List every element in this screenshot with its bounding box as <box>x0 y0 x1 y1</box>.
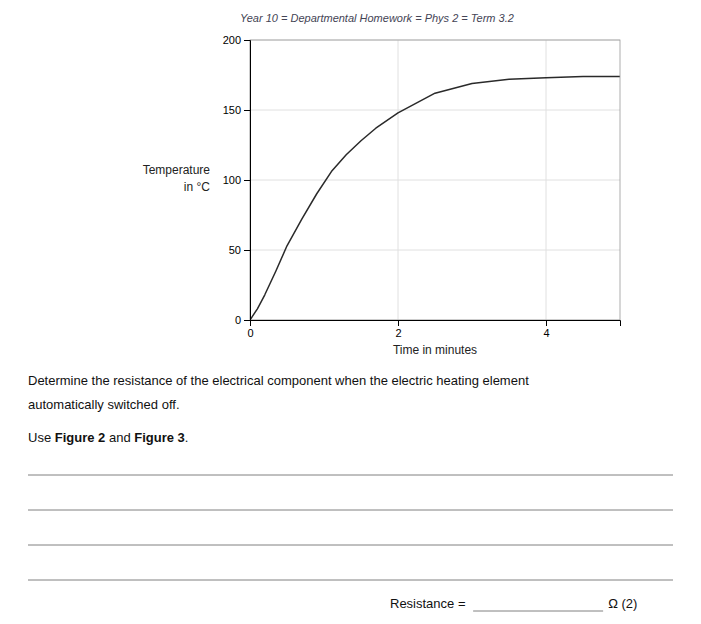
answer-line <box>28 545 673 546</box>
y-tick-mark <box>244 320 250 321</box>
y-label: Temperature <box>143 163 211 177</box>
resistance-unit: Ω (2) <box>608 596 637 611</box>
y-label: in °C <box>184 180 210 194</box>
y-tick-label: 200 <box>223 34 241 46</box>
instruction-part: Figure 3 <box>134 430 185 445</box>
instruction-part: Use <box>28 430 55 445</box>
y-tick-label: 150 <box>223 104 241 116</box>
grid-line <box>250 250 620 251</box>
y-tick: 200 <box>223 34 250 46</box>
y-axis: 0 50 100 150 200 <box>223 34 251 326</box>
resistance-label: Resistance = <box>390 596 469 611</box>
y-tick: 50 <box>229 244 250 256</box>
grid <box>250 40 620 320</box>
x-label: Time in minutes <box>393 343 477 357</box>
grid-line <box>250 180 620 181</box>
answer-line <box>28 580 673 581</box>
y-tick-mark <box>244 110 250 111</box>
y-tick-mark <box>244 40 250 41</box>
y-tick-mark <box>244 180 250 181</box>
answer-line <box>28 510 673 511</box>
x-tick: 4 <box>543 320 549 339</box>
x-tick-label: 2 <box>395 327 401 339</box>
chart: 0 2 4 0 50 100 150 200 Year 10 = Departmental Ho… <box>0 0 701 624</box>
y-tick: 150 <box>223 104 250 116</box>
plot-area <box>250 76 620 320</box>
x-tick: 2 <box>395 320 401 339</box>
y-tick-label: 50 <box>229 244 241 256</box>
y-tick-label: 0 <box>235 314 241 326</box>
x-tick-label: 0 <box>247 327 253 339</box>
body-text: Determine the resistance of the electric… <box>28 373 529 388</box>
x-axis-line <box>251 321 621 327</box>
y-tick-mark <box>244 250 250 251</box>
answer-line <box>28 475 673 476</box>
y-axis-line <box>244 41 251 321</box>
instruction-part: Figure 2 <box>55 430 106 445</box>
x-tick-mark <box>546 320 547 326</box>
plot-frame <box>250 40 620 320</box>
y-tick-label: 100 <box>223 174 241 186</box>
instruction: Use Figure 2 and Figure 3. <box>28 430 188 445</box>
x-tick: 0 <box>247 320 253 339</box>
x-axis: 0 2 4 <box>247 320 620 339</box>
curve <box>250 76 620 320</box>
body-text: automatically switched off. <box>28 397 180 412</box>
y-tick: 100 <box>223 174 250 186</box>
x-tick-mark <box>398 320 399 326</box>
instruction-part: and <box>105 430 134 445</box>
y-tick: 0 <box>235 314 250 326</box>
instruction-part: . <box>185 430 189 445</box>
answer-underline <box>473 611 603 612</box>
grid-line <box>250 110 620 111</box>
x-tick-label: 4 <box>543 327 549 339</box>
title: Year 10 = Departmental Homework = Phys 2… <box>240 12 514 24</box>
